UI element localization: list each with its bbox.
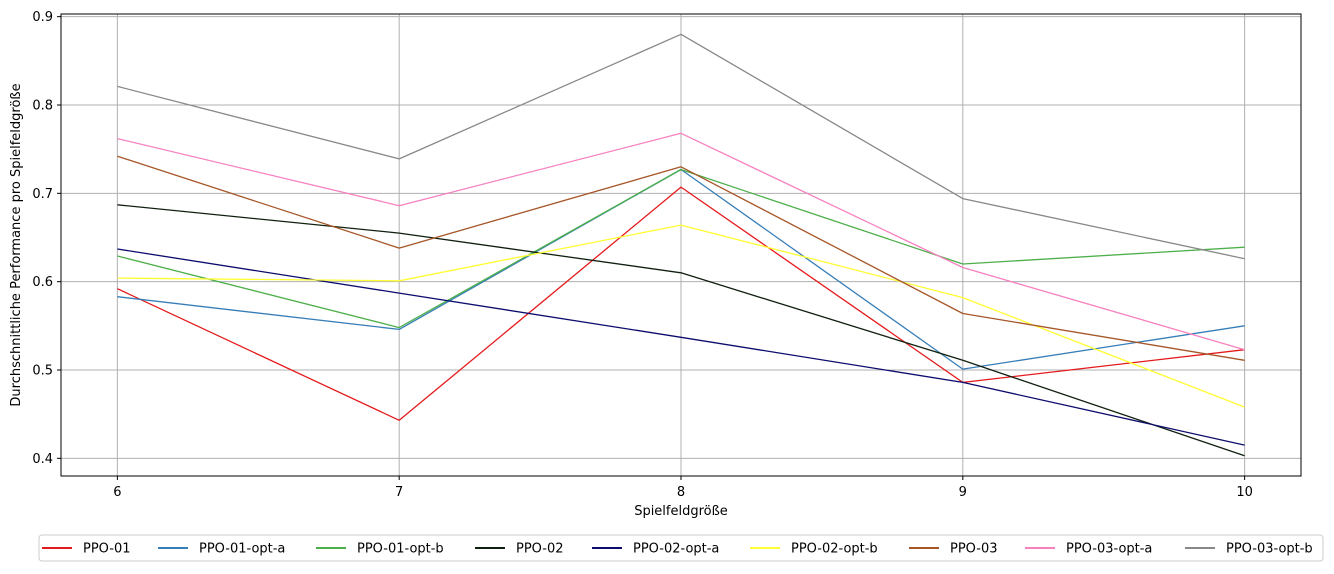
x-tick-label: 6 <box>113 485 121 500</box>
series-line-ppo-02-opt-b <box>117 224 1245 408</box>
series-line-ppo-03 <box>117 155 1245 361</box>
legend-label: PPO-01 <box>83 542 131 557</box>
legend-frame <box>38 534 1324 562</box>
series-line-ppo-01-opt-b <box>117 168 1245 329</box>
legend-label: PPO-03-opt-b <box>1226 542 1313 557</box>
series-line-ppo-02 <box>117 204 1245 457</box>
grid <box>61 14 1301 476</box>
y-tick-label: 0.6 <box>32 275 53 290</box>
y-tick-label: 0.8 <box>32 98 53 113</box>
y-axis-label: Durchschnittliche Performance pro Spielf… <box>9 83 24 406</box>
legend-label: PPO-02-opt-a <box>633 542 719 557</box>
legend-label: PPO-03 <box>950 542 998 557</box>
x-tick-label: 9 <box>959 485 967 500</box>
legend-label: PPO-02 <box>516 542 564 557</box>
series-line-ppo-03-opt-b <box>117 33 1245 260</box>
axis-ticks: 6 7 8 9 10 0.4 0.5 0.6 0.7 0.8 0.9 <box>32 10 1253 500</box>
series-lines <box>117 33 1245 457</box>
series-line-ppo-01 <box>117 186 1245 421</box>
legend-label: PPO-02-opt-b <box>791 542 878 557</box>
x-axis-label: Spielfeldgröße <box>634 504 728 519</box>
y-tick-label: 0.5 <box>32 363 53 378</box>
x-tick-label: 10 <box>1236 485 1253 500</box>
legend-label: PPO-03-opt-a <box>1066 542 1152 557</box>
y-tick-label: 0.9 <box>32 10 53 25</box>
x-tick-label: 8 <box>677 485 685 500</box>
legend-label: PPO-01-opt-b <box>357 542 444 557</box>
legend: PPO-01 PPO-01-opt-a PPO-01-opt-b PPO-02 PPO-… <box>38 534 1324 562</box>
y-tick-label: 0.7 <box>32 187 53 202</box>
y-tick-label: 0.4 <box>32 452 53 467</box>
x-tick-label: 7 <box>395 485 403 500</box>
series-line-ppo-02-opt-a <box>117 248 1245 446</box>
series-line-ppo-03-opt-a <box>117 132 1245 351</box>
legend-label: PPO-01-opt-a <box>199 542 285 557</box>
